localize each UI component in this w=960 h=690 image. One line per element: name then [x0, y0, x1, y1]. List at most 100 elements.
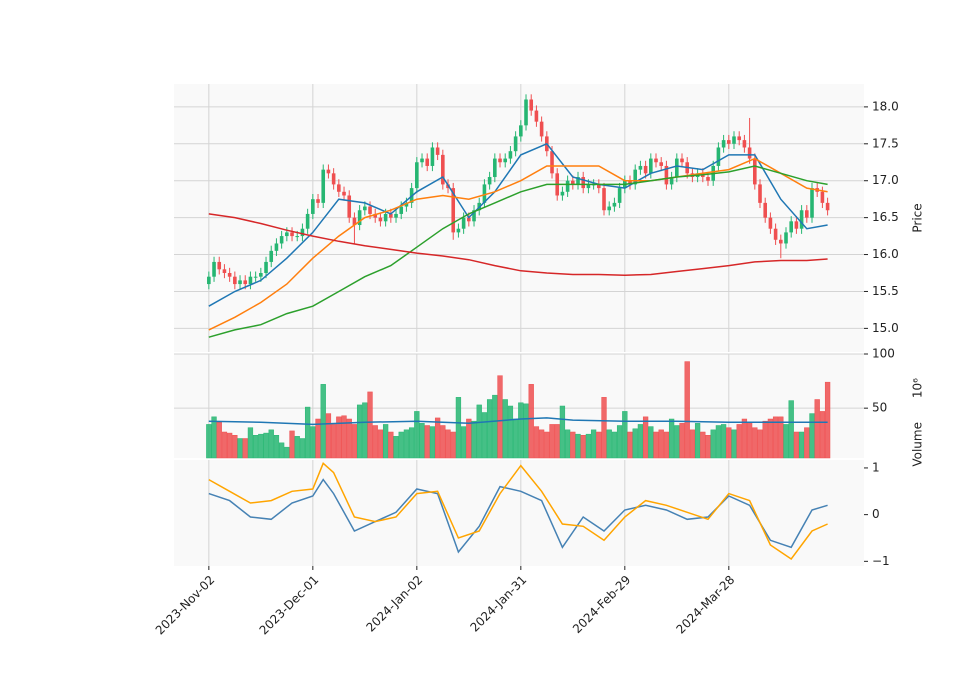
- candle-body: [311, 199, 315, 214]
- volume-bar: [434, 417, 441, 459]
- candle-body: [227, 273, 232, 277]
- y-tick-label: 15.5: [872, 284, 899, 298]
- volume-bar: [757, 429, 763, 459]
- candle-body: [742, 140, 747, 148]
- candle-body: [274, 243, 279, 251]
- volume-bar: [726, 427, 732, 459]
- candle-body: [727, 140, 731, 144]
- candle-body: [503, 158, 508, 163]
- volume-bar: [278, 442, 285, 459]
- volume-bar: [247, 427, 254, 459]
- volume-bar: [601, 397, 607, 459]
- candle-body: [664, 165, 669, 185]
- candle-body: [212, 261, 216, 277]
- candle-body: [383, 213, 388, 222]
- volume-bar: [372, 425, 378, 459]
- candle-body: [295, 236, 300, 238]
- candle-body: [737, 136, 742, 141]
- candle-body: [363, 206, 367, 211]
- candle-body: [285, 232, 289, 237]
- volume-bar: [393, 436, 399, 459]
- volume-bar: [315, 418, 321, 459]
- candle-body: [649, 158, 653, 174]
- volume-bar: [788, 400, 794, 459]
- volume-bar: [804, 427, 810, 459]
- volume-bar: [351, 424, 358, 459]
- candle-body: [773, 228, 778, 240]
- candle-body: [290, 232, 294, 237]
- candle-body: [279, 236, 284, 244]
- volume-bar: [627, 431, 633, 459]
- candle-body: [571, 180, 575, 185]
- volume-bar: [564, 429, 571, 459]
- volume-bar: [289, 430, 295, 459]
- volume-bar: [330, 424, 337, 459]
- volume-bar: [466, 418, 472, 459]
- candle-body: [316, 199, 320, 203]
- candle-body: [331, 173, 336, 185]
- candle-body: [680, 158, 684, 163]
- volume-bar: [258, 433, 264, 459]
- candle-body: [357, 210, 362, 226]
- volume-bar: [507, 405, 514, 459]
- volume-bar: [606, 429, 612, 459]
- candle-body: [508, 151, 513, 159]
- x-tick-label: 2024-Feb-29: [570, 573, 633, 636]
- volume-bar: [559, 405, 566, 459]
- volume-bar: [663, 431, 670, 459]
- candle-body: [675, 158, 679, 178]
- candle-body: [435, 147, 440, 155]
- price-label: Price: [911, 203, 925, 232]
- candle-body: [513, 136, 518, 152]
- volume-bar: [273, 435, 280, 459]
- volume-bar: [715, 425, 722, 459]
- volume-bar: [424, 425, 430, 459]
- candle-body: [617, 188, 622, 203]
- volume-bar: [226, 432, 233, 459]
- y-tick-label: 100: [872, 347, 895, 361]
- candle-body: [222, 269, 227, 274]
- volume-bar: [585, 433, 592, 459]
- candle-body: [415, 162, 419, 189]
- volume-bar: [388, 431, 394, 459]
- volume-bar: [429, 426, 436, 459]
- volume-bar: [299, 438, 306, 459]
- volume-bar: [237, 438, 243, 459]
- volume-bar: [440, 425, 446, 459]
- candle-body: [342, 191, 346, 196]
- candle-body: [825, 202, 830, 211]
- volume-bar: [720, 424, 727, 459]
- candle-body: [628, 180, 632, 185]
- volume-bar: [284, 446, 290, 459]
- candle-body: [758, 184, 762, 203]
- moving-average: [208, 157, 828, 331]
- volume-bar: [632, 428, 638, 459]
- volume-bar: [356, 404, 363, 459]
- oscillator-panel: [174, 460, 864, 566]
- candle-body: [732, 136, 736, 144]
- candle-body: [430, 147, 435, 166]
- volume-bar: [679, 423, 685, 459]
- volume-bar: [767, 418, 774, 459]
- volume-bar: [746, 422, 753, 459]
- volume-bar: [445, 429, 451, 459]
- y-tick-label: 16.5: [872, 210, 899, 224]
- y-tick-label: 1: [872, 460, 880, 474]
- volume-bar: [705, 435, 711, 459]
- candle-body: [524, 99, 528, 126]
- volume-bar: [694, 423, 701, 459]
- y-tick-label: 0: [872, 507, 880, 521]
- volume-bar: [731, 429, 737, 459]
- volume-bar: [684, 361, 690, 459]
- candle-body: [669, 177, 674, 185]
- volume-bar: [325, 413, 332, 459]
- moving-average: [208, 213, 828, 276]
- candle-body: [404, 202, 409, 207]
- candle-body: [581, 177, 586, 189]
- volume-bar: [336, 416, 342, 459]
- volume-bar: [674, 425, 680, 459]
- candle-body: [565, 180, 570, 192]
- volume-bar: [575, 433, 581, 459]
- candle-body: [482, 184, 487, 203]
